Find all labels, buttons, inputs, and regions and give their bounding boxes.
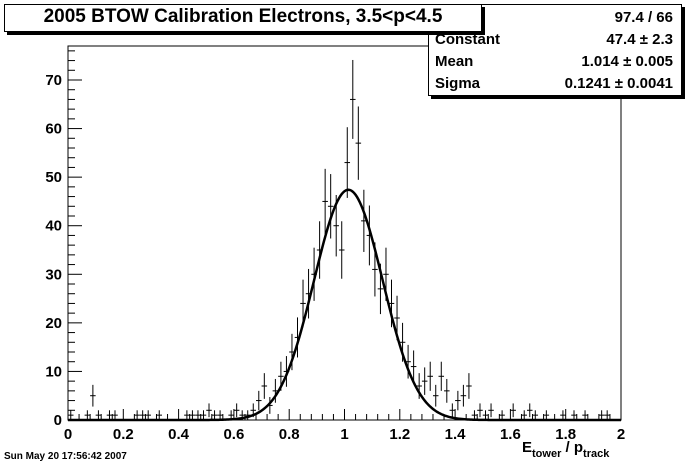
data-point <box>532 410 539 420</box>
x-label-mid: / p <box>561 439 583 456</box>
y-tick-label: 30 <box>45 266 62 283</box>
data-point <box>156 410 163 420</box>
data-point <box>410 350 417 383</box>
y-tick-label: 0 <box>54 412 62 429</box>
data-point <box>344 127 351 198</box>
data-point <box>106 410 113 420</box>
chart-title-box: 2005 BTOW Calibration Electrons, 3.5<p<4… <box>4 4 482 32</box>
data-point <box>477 403 483 418</box>
data-point <box>68 410 74 420</box>
axes <box>67 45 622 421</box>
error-bars <box>68 59 621 421</box>
data-point <box>444 378 450 403</box>
x-tick-label: 1.2 <box>389 426 410 443</box>
data-point <box>560 410 566 420</box>
data-point <box>421 367 428 395</box>
data-point <box>471 410 478 420</box>
x-tick-label: 0.6 <box>223 426 244 443</box>
data-point <box>134 410 140 420</box>
data-point <box>139 410 146 420</box>
data-point <box>327 174 334 239</box>
data-point <box>355 106 362 180</box>
data-point <box>145 410 151 420</box>
data-point <box>261 373 268 399</box>
data-point <box>211 410 218 420</box>
data-point <box>598 410 605 420</box>
stats-box: df 97.4 / 66 Constant 47.4 ± 2.3 Mean 1.… <box>428 4 682 96</box>
tick-labels: 0 0.2 0.4 0.6 0.8 1 1.2 1.4 1.6 1.8 20102030405060… <box>45 72 625 443</box>
x-tick-label: 0.8 <box>279 426 300 443</box>
data-point <box>432 384 439 407</box>
y-tick-label: 50 <box>45 169 62 186</box>
data-point <box>95 410 102 420</box>
x-tick-label: 0 <box>64 426 72 443</box>
data-point <box>217 410 223 420</box>
x-axis-label: Etower / ptrack <box>522 439 610 460</box>
data-point <box>350 59 356 139</box>
y-tick-label: 20 <box>45 315 62 332</box>
stats-value: 97.4 / 66 <box>614 9 673 26</box>
data-point <box>482 410 489 420</box>
data-point <box>206 403 212 418</box>
stats-row-sigma: Sigma 0.1241 ± 0.0041 <box>435 75 675 95</box>
stats-label: Constant <box>435 31 500 48</box>
data-point <box>184 410 190 420</box>
data-point <box>526 403 533 418</box>
data-point <box>112 410 118 420</box>
stats-label: Mean <box>435 53 474 70</box>
y-tick-label: 10 <box>45 363 62 380</box>
data-point <box>189 410 196 420</box>
data-point <box>510 403 516 418</box>
data-point <box>449 403 456 418</box>
plot-frame <box>67 45 622 421</box>
x-label-sub2: track <box>583 448 610 460</box>
stats-value: 47.4 ± 2.3 <box>606 31 673 48</box>
data-point <box>460 384 467 407</box>
data-point <box>200 410 207 420</box>
x-tick-label: 1.8 <box>555 426 576 443</box>
data-point <box>233 403 240 418</box>
x-tick-label: 1 <box>340 426 348 443</box>
data-point <box>466 373 472 399</box>
data-point <box>90 384 96 407</box>
fit-curve-group <box>68 188 621 422</box>
data-point <box>84 410 91 420</box>
y-tick-label: 60 <box>45 121 62 138</box>
data-point <box>571 410 577 420</box>
stats-value: 0.1241 ± 0.0041 <box>564 75 673 92</box>
x-label-sub1: tower <box>532 448 562 460</box>
data-point <box>488 403 494 418</box>
data-point <box>338 221 345 279</box>
data-point <box>499 410 505 420</box>
stats-row-constant: Constant 47.4 ± 2.3 <box>435 31 675 53</box>
x-tick-label: 0.4 <box>168 426 190 443</box>
data-point <box>543 410 550 420</box>
data-point <box>521 410 527 420</box>
x-tick-label: 1.4 <box>445 426 467 443</box>
data-point <box>455 390 461 411</box>
data-point <box>427 361 433 391</box>
x-label-main: E <box>522 439 532 456</box>
data-point <box>195 410 201 420</box>
data-point <box>438 361 445 391</box>
x-tick-label: 2 <box>617 426 625 443</box>
x-tick-label: 0.2 <box>113 426 134 443</box>
date-stamp: Sun May 20 17:56:42 2007 <box>4 451 127 462</box>
y-tick-label: 70 <box>45 72 62 89</box>
data-point <box>322 168 328 235</box>
stats-row-mean: Mean 1.014 ± 0.005 <box>435 53 675 75</box>
y-tick-label: 40 <box>45 218 62 235</box>
stats-value: 1.014 ± 0.005 <box>581 53 673 70</box>
stats-label: Sigma <box>435 75 481 92</box>
gaussian-fit-curve <box>68 188 621 422</box>
chart-title: 2005 BTOW Calibration Electrons, 3.5<p<4… <box>43 6 443 27</box>
data-point <box>582 410 588 420</box>
data-point <box>604 410 610 420</box>
data-point <box>256 390 262 411</box>
x-tick-label: 1.6 <box>500 426 521 443</box>
